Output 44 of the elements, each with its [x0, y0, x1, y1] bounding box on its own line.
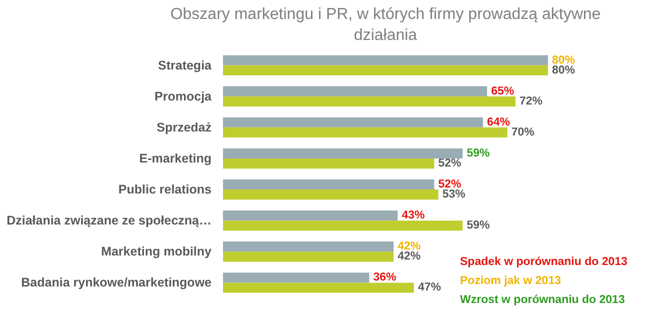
data-label: 52% [438, 178, 462, 190]
y-tick-label: Promocja [154, 89, 213, 104]
bar [223, 272, 370, 283]
bar [223, 242, 394, 252]
bar [223, 148, 463, 158]
data-label: 80% [552, 64, 576, 76]
data-label: 80% [552, 54, 576, 66]
bar [223, 86, 488, 96]
y-tick-label: Sprzedaż [156, 120, 212, 134]
y-tick-label: Działania związane ze społeczną… [6, 214, 212, 228]
data-label: 64% [487, 116, 510, 128]
bar [223, 190, 438, 200]
data-label: 65% [491, 85, 514, 98]
annotation: Spadek w porównaniu do 2013 [460, 256, 628, 268]
bar [223, 127, 508, 138]
annotation: Poziom jak w 2013 [460, 275, 561, 287]
bar [223, 220, 463, 231]
bar [223, 55, 548, 66]
bar [223, 96, 516, 106]
data-label: 53% [442, 188, 466, 201]
bar [223, 282, 414, 293]
bar [223, 210, 398, 221]
chart-title: Obszary marketingu i PR, w których firmy prowadzą aktywne działania [170, 6, 601, 44]
data-label: 52% [438, 158, 462, 170]
data-label: 72% [520, 95, 543, 108]
bar [223, 158, 434, 169]
data-label: 36% [373, 272, 396, 284]
data-label: 70% [511, 126, 534, 138]
data-label: 47% [418, 282, 441, 294]
data-label: 43% [402, 210, 425, 222]
y-tick-label: Public relations [118, 182, 212, 197]
y-tick-label: Strategia [158, 58, 213, 72]
bar [223, 65, 548, 76]
y-tick-label: Marketing mobilny [101, 244, 212, 259]
data-label: 42% [398, 250, 421, 263]
bar [223, 252, 394, 262]
bar [223, 117, 483, 128]
data-label: 42% [398, 240, 421, 253]
bar [223, 179, 434, 190]
y-tick-label: Badania rynkowe/marketingowe [21, 276, 212, 290]
annotation: Wzrost w porównaniu do 2013 [460, 294, 625, 306]
data-label: 59% [466, 220, 490, 232]
y-tick-label: E-marketing [139, 151, 212, 166]
data-label: 59% [466, 147, 490, 160]
